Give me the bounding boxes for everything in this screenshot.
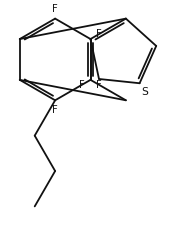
- Text: F: F: [79, 80, 85, 90]
- Text: S: S: [141, 87, 148, 97]
- Text: F: F: [96, 29, 102, 39]
- Text: F: F: [96, 80, 102, 90]
- Text: F: F: [52, 105, 58, 115]
- Text: F: F: [52, 4, 58, 14]
